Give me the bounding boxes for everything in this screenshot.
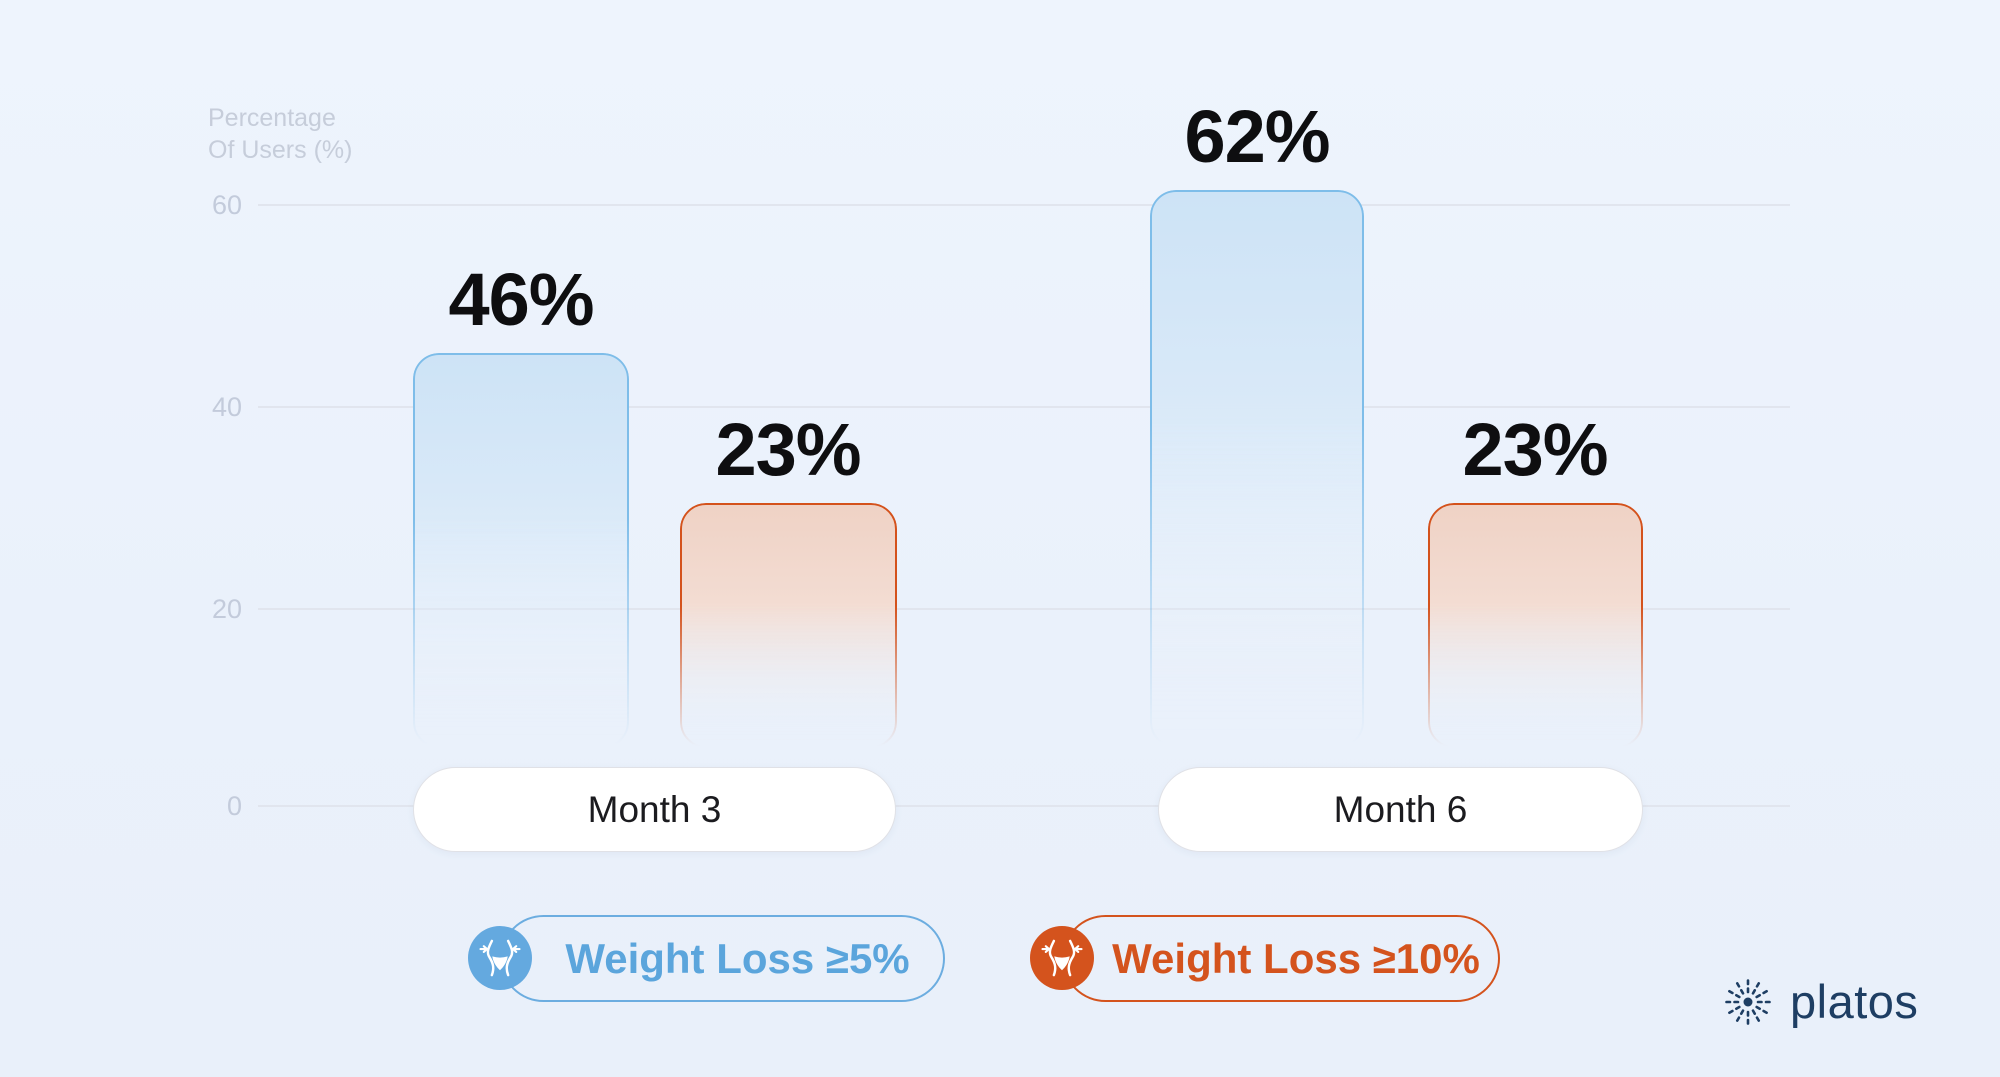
bar-month3-weightloss-5pct — [413, 353, 629, 748]
y-tick-40: 40 — [211, 392, 242, 422]
y-axis-title-line2: Of Users (%) — [208, 136, 353, 164]
legend-label-weightloss-5pct: Weight Loss ≥5% — [565, 934, 910, 982]
gridline-20 — [258, 608, 1790, 610]
legend-item-weightloss-5pct: Weight Loss ≥5% — [500, 915, 945, 1002]
platos-wordmark: platos — [1790, 975, 1919, 1028]
category-pill-month3: Month 3 — [413, 767, 896, 852]
bar-month6-weightloss-10pct — [1428, 503, 1643, 748]
y-tick-20: 20 — [211, 594, 242, 624]
gridline-0 — [258, 805, 1790, 807]
y-tick-0: 0 — [226, 791, 242, 821]
y-axis-title: Percentage Of Users (%) — [208, 102, 352, 166]
waist-measurement-icon-blue — [468, 926, 532, 990]
legend-item-weightloss-10pct: Weight Loss ≥10% — [1062, 915, 1500, 1002]
value-label-month6-5pct: 62% — [1184, 95, 1330, 178]
category-pill-month6: Month 6 — [1158, 767, 1643, 852]
value-label-month6-10pct: 23% — [1462, 408, 1608, 491]
legend-label-weightloss-10pct: Weight Loss ≥10% — [1112, 934, 1480, 982]
platos-logo: platos — [1716, 970, 1918, 1034]
value-label-month3-10pct: 23% — [715, 408, 861, 491]
y-tick-60: 60 — [211, 190, 242, 220]
starburst-icon — [1723, 974, 1773, 1030]
category-label-month6: Month 6 — [1333, 788, 1468, 830]
y-axis-title-line1: Percentage — [208, 104, 336, 132]
gridline-40 — [258, 406, 1790, 408]
category-label-month3: Month 3 — [587, 788, 722, 830]
gridline-60 — [258, 204, 1790, 206]
value-label-month3-5pct: 46% — [448, 258, 594, 341]
bar-month6-weightloss-5pct — [1150, 190, 1364, 748]
bar-month3-weightloss-10pct — [680, 503, 897, 748]
waist-measurement-icon-orange — [1030, 926, 1094, 990]
